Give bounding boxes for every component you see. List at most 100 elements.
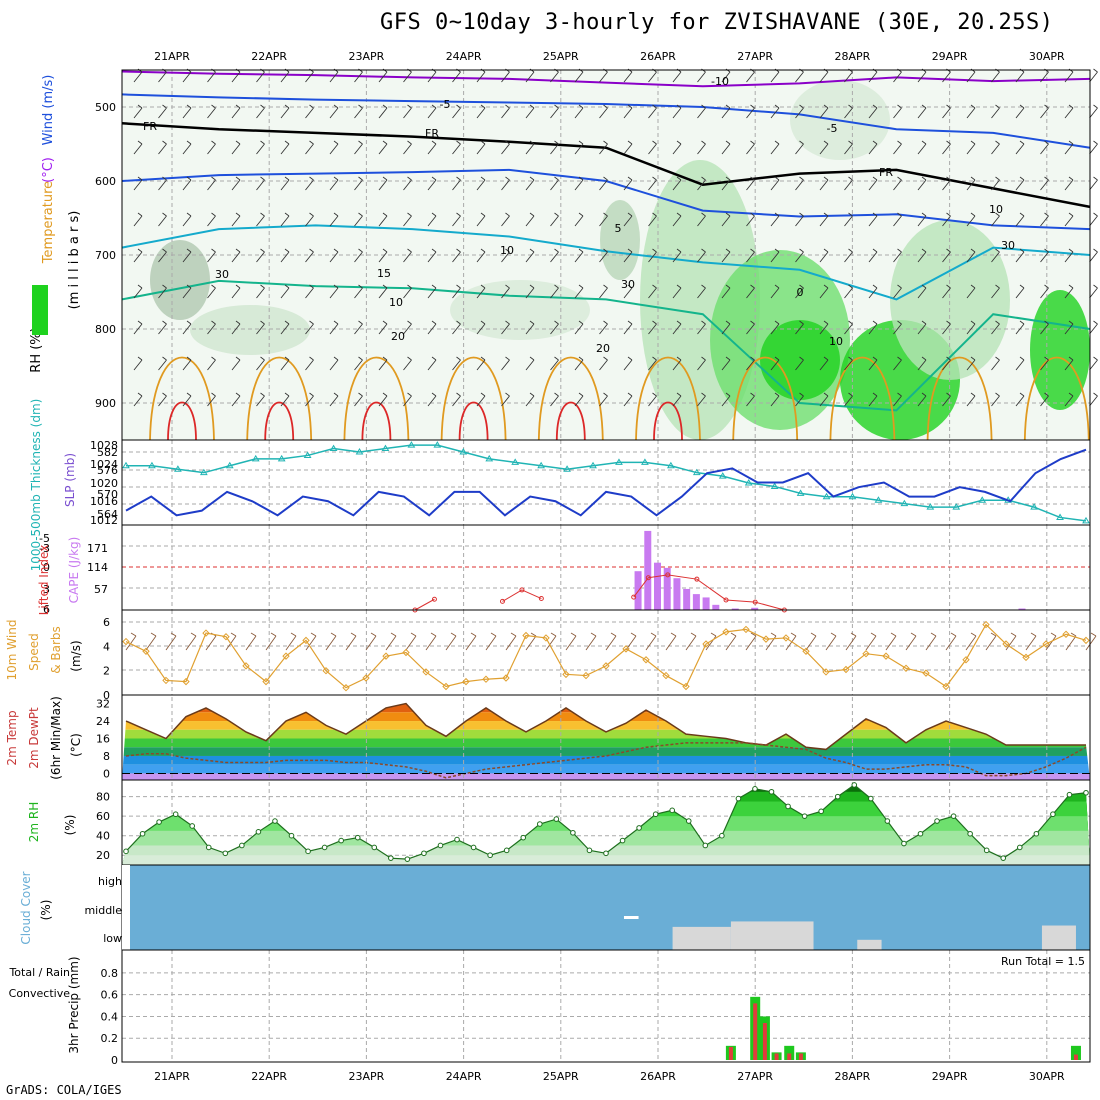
wind-barb [1064, 284, 1074, 299]
wind-barb [207, 284, 216, 299]
wind-barb [819, 248, 829, 263]
pressure-tick: 900 [95, 397, 116, 410]
date-label-top: 24APR [446, 50, 482, 63]
rh-tick: 80 [96, 791, 110, 804]
wind-barb [476, 176, 486, 191]
thickness-point [1056, 513, 1064, 520]
wind-barb-10m [245, 632, 257, 651]
wind-speed-point [382, 652, 390, 660]
wind-barb [648, 320, 657, 335]
wind-barb [672, 356, 682, 371]
wind-barb [280, 140, 290, 155]
wind-barb [476, 284, 486, 299]
wind-barb [231, 248, 241, 263]
wind-barb [231, 176, 241, 191]
wind-barb [795, 248, 804, 263]
isotherm-5 [121, 168, 1091, 231]
wind-speed-point [362, 674, 370, 682]
contour-label: 5 [615, 222, 622, 235]
wind-barb [427, 356, 437, 371]
wind-speed-point [582, 671, 590, 680]
wind-barb [1040, 176, 1049, 191]
isotherm-25 [458, 401, 489, 441]
wind-barb [525, 392, 535, 407]
wind-barb-10m [385, 632, 397, 651]
li-line [414, 598, 435, 611]
wind-barb [1089, 284, 1098, 299]
cape-bar [654, 562, 661, 610]
wind-barb-10m [825, 632, 837, 651]
rh-point [139, 830, 146, 837]
wind-barb [550, 176, 559, 191]
slp-tick: 1016 [90, 495, 118, 508]
wind-barb [378, 212, 388, 227]
date-label-bottom: 25APR [543, 1070, 579, 1083]
wind-barb [476, 356, 486, 371]
thickness-point [744, 479, 753, 486]
rh-point [437, 842, 444, 849]
wind-barb [942, 140, 951, 155]
wind-barb [623, 140, 633, 155]
cape-bar [702, 597, 710, 610]
wind-barb [158, 104, 167, 119]
wind-barb-10m [1025, 632, 1037, 651]
thickness-point [433, 441, 442, 448]
wind-barb [1089, 68, 1098, 83]
wind-barb [574, 356, 584, 371]
rh-point [189, 823, 196, 829]
low-cloud [857, 939, 882, 950]
wind-barb [721, 248, 731, 263]
wind-barb [942, 248, 951, 263]
wind-barb [893, 392, 902, 407]
wind-barb [599, 248, 608, 263]
rh-point [1033, 830, 1040, 837]
wind-barb [1015, 212, 1025, 227]
wind-barb [770, 320, 780, 335]
wind-barb [354, 104, 363, 119]
precip-conv-bar [787, 1053, 792, 1060]
wind-barb [991, 140, 1000, 155]
wind-barb [280, 248, 290, 263]
rh-point [586, 847, 593, 854]
wind-barb [623, 104, 633, 119]
wind-barb [427, 176, 437, 191]
contour-label: -5 [827, 122, 838, 135]
pressure-tick: 500 [95, 101, 116, 114]
wind-barb [476, 248, 486, 263]
wind-barb [182, 356, 192, 371]
wind-tick: 0 [103, 689, 110, 702]
wind-barb [1040, 248, 1049, 263]
precip-conv-bar [1073, 1054, 1078, 1060]
rh-point [1000, 855, 1007, 861]
wind-barb-10m [1065, 632, 1077, 651]
wind-barb [1015, 356, 1025, 371]
wind-barb [770, 176, 780, 191]
wind-barb [1089, 320, 1098, 335]
wind-barb [868, 392, 878, 407]
wind-speed-point [1002, 640, 1010, 648]
wind-barb [329, 392, 339, 407]
precip-total-bar [1070, 1045, 1081, 1060]
rh-point [735, 795, 742, 802]
wind-speed-point [562, 670, 570, 679]
wind-barb [305, 392, 314, 407]
wind-barb [623, 320, 633, 335]
temp-line [125, 702, 1086, 751]
wind-barb [746, 104, 755, 119]
thickness-point [537, 461, 546, 469]
rh-point [1016, 844, 1023, 851]
wind-barb [721, 212, 731, 227]
isotherm-25 [555, 401, 586, 441]
wind-barb [1040, 320, 1049, 335]
wind-barb [648, 212, 657, 227]
wind-speed-point [482, 675, 490, 683]
wind-speed-point [802, 647, 810, 655]
thickness-tick: 564 [97, 508, 118, 521]
wind-barb [403, 284, 412, 299]
temp-band [122, 755, 1090, 765]
wind-speed-point [1082, 636, 1090, 645]
wind-barb [476, 212, 486, 227]
wind-tick: 2 [103, 665, 110, 678]
cape-bar [1018, 608, 1026, 610]
